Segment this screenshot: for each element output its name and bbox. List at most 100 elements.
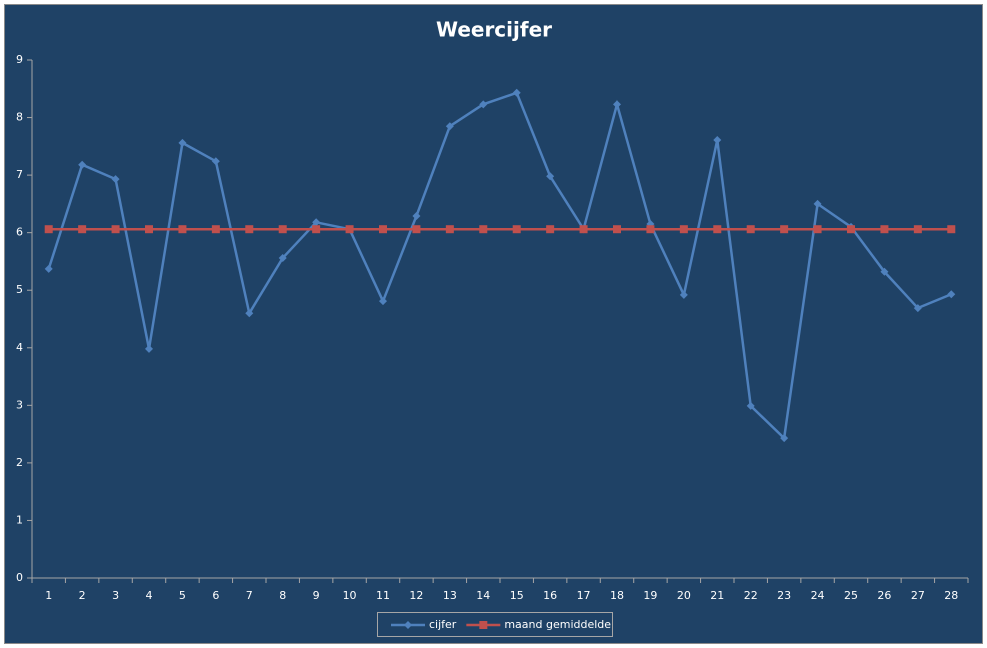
x-tick-label: 20 <box>677 589 691 602</box>
x-tick-label: 22 <box>744 589 758 602</box>
x-tick-label: 14 <box>476 589 490 602</box>
marker <box>111 225 120 234</box>
x-tick-label: 2 <box>79 589 86 602</box>
marker <box>913 304 922 313</box>
marker <box>746 225 755 234</box>
x-tick-label: 18 <box>610 589 624 602</box>
x-tick-label: 27 <box>911 589 925 602</box>
marker <box>947 290 956 299</box>
marker <box>713 136 722 145</box>
marker <box>613 225 621 234</box>
x-tick-label: 1 <box>45 589 52 602</box>
marker <box>44 264 53 273</box>
marker <box>479 225 488 234</box>
x-tick-label: 8 <box>279 589 286 602</box>
marker <box>780 225 789 234</box>
marker <box>813 225 822 234</box>
series-line <box>47 91 952 441</box>
marker <box>145 344 153 353</box>
marker <box>445 225 454 234</box>
marker <box>278 225 287 234</box>
marker <box>404 621 412 629</box>
marker <box>479 621 488 629</box>
marker <box>211 225 220 234</box>
marker <box>947 225 956 234</box>
x-tick-label: 19 <box>643 589 657 602</box>
x-tick-label: 5 <box>179 589 186 602</box>
marker <box>245 309 254 318</box>
marker <box>713 225 722 234</box>
x-tick-label: 10 <box>343 589 357 602</box>
marker <box>211 157 220 166</box>
x-tick-label: 4 <box>146 589 153 602</box>
legend-label: cijfer <box>429 618 457 631</box>
x-tick-label: 24 <box>811 589 825 602</box>
marker <box>880 267 889 276</box>
x-tick-label: 6 <box>212 589 219 602</box>
marker <box>412 225 421 234</box>
x-tick-label: 16 <box>543 589 557 602</box>
marker <box>512 225 521 234</box>
y-tick-label: 9 <box>16 53 23 66</box>
x-tick-label: 9 <box>313 589 320 602</box>
x-tick-label: 23 <box>777 589 791 602</box>
marker <box>579 225 588 234</box>
marker <box>312 218 321 227</box>
marker <box>880 225 889 234</box>
legend-label: maand gemiddelde <box>504 618 611 631</box>
marker <box>613 100 621 109</box>
marker <box>679 225 688 234</box>
y-tick-label: 4 <box>16 341 23 354</box>
marker <box>546 225 555 234</box>
y-tick-label: 0 <box>16 571 23 584</box>
marker <box>379 225 387 234</box>
marker <box>312 225 321 234</box>
y-tick-label: 2 <box>16 456 23 469</box>
x-tick-label: 12 <box>409 589 423 602</box>
marker <box>379 297 387 306</box>
x-tick-label: 3 <box>112 589 119 602</box>
y-tick-label: 5 <box>16 283 23 296</box>
chart-title: Weercijfer <box>436 18 552 42</box>
marker <box>913 225 922 234</box>
y-tick-label: 1 <box>16 513 23 526</box>
marker <box>746 401 755 410</box>
marker <box>546 172 555 181</box>
x-tick-label: 21 <box>710 589 724 602</box>
marker <box>813 199 822 208</box>
x-tick-label: 25 <box>844 589 858 602</box>
x-tick-label: 26 <box>877 589 891 602</box>
x-tick-label: 28 <box>944 589 958 602</box>
x-tick-label: 7 <box>246 589 253 602</box>
marker <box>646 225 655 234</box>
marker <box>847 225 855 234</box>
marker <box>780 434 789 443</box>
marker <box>44 225 53 234</box>
marker <box>512 88 521 97</box>
marker <box>145 225 153 234</box>
marker <box>245 225 254 234</box>
marker <box>412 211 421 220</box>
marker <box>278 253 287 262</box>
legend-box <box>377 612 613 637</box>
marker <box>178 225 187 234</box>
marker <box>178 138 187 147</box>
y-tick-label: 3 <box>16 398 23 411</box>
chart-background <box>4 4 983 644</box>
marker <box>479 100 488 109</box>
x-tick-label: 13 <box>443 589 457 602</box>
y-tick-label: 6 <box>16 226 23 239</box>
marker <box>345 225 354 234</box>
marker <box>445 122 454 131</box>
y-tick-label: 8 <box>16 111 23 124</box>
x-tick-label: 11 <box>376 589 390 602</box>
marker <box>78 225 87 234</box>
marker <box>78 160 87 169</box>
marker <box>111 175 120 184</box>
x-tick-label: 15 <box>510 589 524 602</box>
y-tick-label: 7 <box>16 168 23 181</box>
x-tick-label: 17 <box>577 589 591 602</box>
marker <box>679 290 688 299</box>
